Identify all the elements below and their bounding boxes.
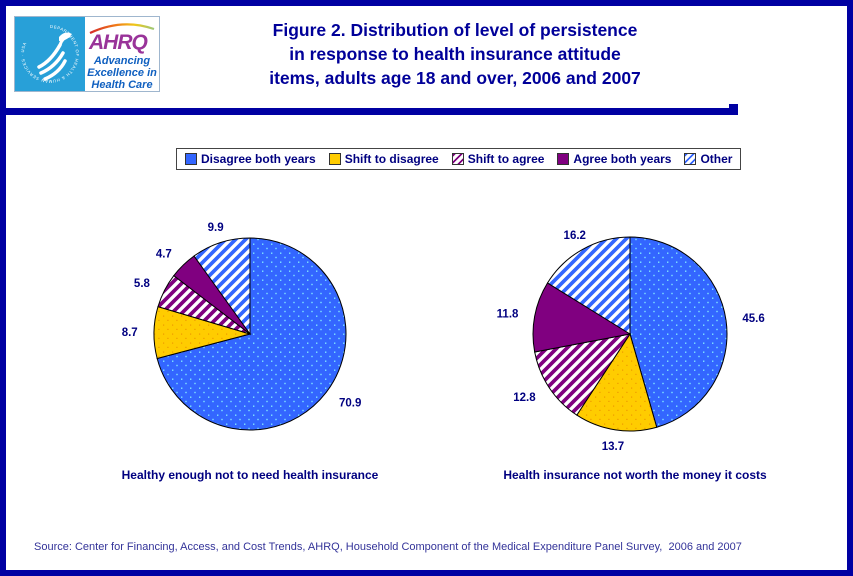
legend-swatch-purple-striped (451, 153, 464, 165)
legend-swatch-blue-striped (684, 153, 697, 165)
hhs-logo-icon: DEPARTMENT OF HEALTH & HUMAN SERVICES · … (15, 17, 85, 91)
pie-value-label: 9.9 (208, 222, 224, 234)
pie-value-label: 13.7 (602, 441, 624, 453)
tagline-line: Excellence in (87, 67, 157, 79)
legend-swatch-gold-solid (328, 153, 341, 165)
pie-slice-shift-to-agree (534, 333, 632, 416)
ahrq-wordmark-icon: AHRQ (88, 23, 155, 54)
source-note: Source: Center for Financing, Access, an… (34, 541, 742, 553)
pie-slice-other (193, 237, 251, 336)
legend-label: Disagree both years (201, 152, 316, 166)
legend-label: Shift to disagree (344, 152, 439, 166)
legend-item-other: Other (684, 152, 732, 166)
pie-value-label: 11.8 (497, 308, 519, 320)
legend-swatch-blue-solid (185, 153, 197, 165)
figure-title-line: items, adults age 18 and over, 2006 and … (269, 68, 641, 88)
legend-item-disagree-both-years: Disagree both years (185, 152, 316, 166)
header-divider-endcap (729, 104, 738, 115)
pie-right-caption: Health insurance not worth the money it … (503, 468, 767, 482)
pie-slice-agree-both-years (532, 282, 632, 353)
pie-value-label: 12.8 (513, 392, 536, 404)
legend-item-agree-both-years: Agree both years (557, 152, 671, 166)
pie-value-label: 4.7 (156, 248, 172, 260)
legend-item-shift-to-agree: Shift to agree (451, 152, 545, 166)
pie-value-label: 8.7 (122, 327, 138, 339)
ahrq-acronym: AHRQ (88, 31, 147, 54)
legend-item-shift-to-disagree: Shift to disagree (328, 152, 439, 166)
legend-label: Other (700, 152, 733, 166)
pie-slice-disagree-both-years (629, 236, 728, 428)
pie-value-label: 16.2 (564, 230, 586, 242)
pie-value-label: 70.9 (339, 398, 361, 410)
figure-title: Figure 2. Distribution of level of persi… (170, 18, 740, 90)
legend: Disagree both years Shift to disagree Shif… (176, 148, 742, 170)
pie-slice-other (546, 236, 631, 335)
pie-slice-shift-to-disagree (576, 332, 658, 432)
header-divider (6, 108, 730, 115)
ahrq-logo: AHRQ Advancing Excellence in Health Care (85, 17, 159, 91)
figure-title-line: in response to health insurance attitude (289, 44, 621, 64)
legend-label: Shift to agree (467, 152, 545, 166)
hhs-eagle-head-icon (59, 32, 72, 41)
legend-swatch-purple-solid (557, 153, 570, 165)
pie-chart-right: 45.6 13.7 12.8 11.8 16.2 (497, 230, 765, 453)
hhs-ahrq-logo: DEPARTMENT OF HEALTH & HUMAN SERVICES · … (14, 16, 160, 92)
figure-title-line: Figure 2. Distribution of level of persi… (272, 20, 638, 40)
pie-left-caption: Healthy enough not to need health insura… (121, 468, 379, 482)
pie-value-label: 45.6 (742, 313, 764, 325)
pie-value-label: 5.8 (134, 278, 151, 290)
tagline-line: Advancing (93, 55, 151, 67)
ahrq-tagline: Advancing Excellence in Health Care (87, 55, 157, 91)
legend-label: Agree both years (573, 152, 672, 166)
pie-chart-left: 70.9 8.7 5.8 4.7 9.9 (122, 222, 361, 431)
tagline-line: Health Care (91, 79, 153, 91)
